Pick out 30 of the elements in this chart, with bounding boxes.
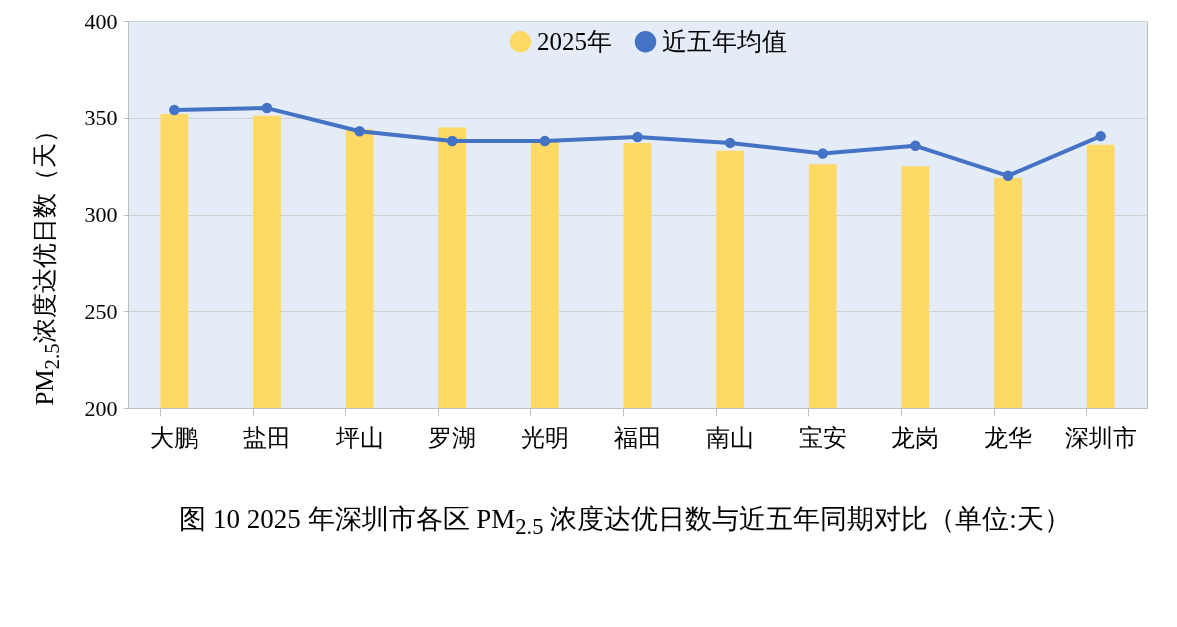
point — [261, 102, 273, 114]
x-tick-label: 福田 — [613, 424, 662, 451]
y-tick-label: 200 — [84, 395, 118, 421]
y-tick-label: 300 — [84, 202, 118, 227]
point — [539, 135, 551, 147]
x-tick-label: 盐田 — [242, 424, 291, 451]
point — [910, 140, 921, 152]
x-tick-label: 南山 — [706, 424, 755, 451]
point — [724, 137, 736, 149]
legend-label: 近五年均值 — [662, 27, 787, 55]
x-tick-label: 龙华 — [984, 424, 1033, 451]
point — [817, 148, 829, 159]
y-tick-label: 250 — [84, 298, 118, 324]
point — [354, 126, 365, 137]
y-tick-label: 350 — [84, 105, 118, 131]
caption: 图 10 2025 年深圳市各区 PM$_{2.5}$ 浓度达优日数与近五年同期对比（单位:天） — [178, 503, 1072, 542]
x-tick-label: 宝安 — [798, 424, 847, 451]
x-tick-label: 大鹏 — [150, 424, 199, 451]
point — [169, 104, 180, 116]
x-tick-label: 罗湖 — [428, 424, 477, 451]
x-tick-label: 龙岗 — [891, 424, 940, 451]
x-tick-label: 坪山 — [334, 424, 384, 451]
point — [1095, 130, 1106, 142]
x-tick-label: 光明 — [520, 424, 569, 451]
point — [632, 131, 643, 143]
point — [1002, 170, 1014, 182]
legend-label: 2025年 — [537, 27, 612, 55]
y-tick-label: 400 — [84, 8, 118, 34]
x-tick-label: 深圳市 — [1064, 424, 1137, 451]
point — [446, 135, 458, 147]
